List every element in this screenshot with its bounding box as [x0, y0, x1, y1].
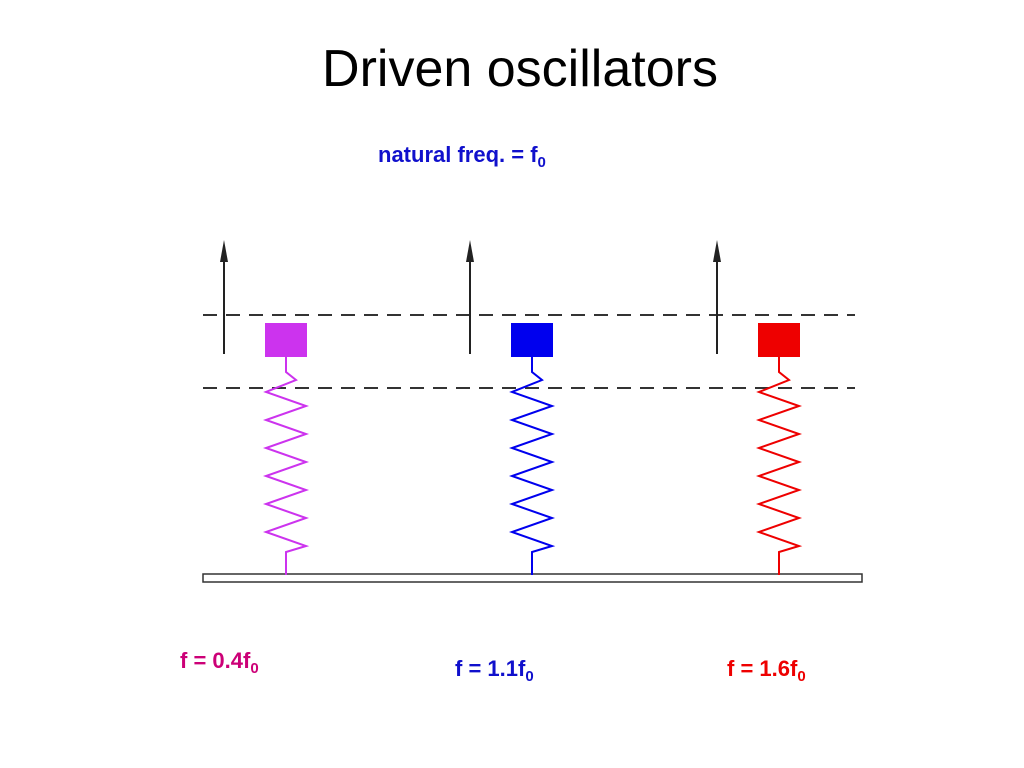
frequency-label-subscript: 0 — [797, 668, 805, 685]
arrow-head — [220, 240, 228, 262]
frequency-label-text: f = 0.4f — [180, 648, 251, 673]
spring — [508, 357, 556, 575]
caption-text: natural freq. = f — [378, 142, 538, 167]
caption: natural freq. = f0 — [378, 142, 546, 171]
frequency-label: f = 1.6f0 — [727, 656, 806, 685]
base-plate — [202, 573, 863, 583]
mass — [511, 323, 553, 357]
arrow-head — [713, 240, 721, 262]
frequency-label: f = 0.4f0 — [180, 648, 259, 677]
slide-title: Driven oscillators — [322, 40, 718, 98]
frequency-label: f = 1.1f0 — [455, 656, 534, 685]
frequency-label-text: f = 1.6f — [727, 656, 798, 681]
frequency-label-text: f = 1.1f — [455, 656, 526, 681]
frequency-label-subscript: 0 — [250, 660, 258, 677]
spring — [755, 357, 803, 575]
spring — [262, 357, 310, 575]
mass — [758, 323, 800, 357]
mass — [265, 323, 307, 357]
frequency-label-subscript: 0 — [525, 668, 533, 685]
caption-subscript: 0 — [538, 154, 546, 171]
arrow-head — [466, 240, 474, 262]
